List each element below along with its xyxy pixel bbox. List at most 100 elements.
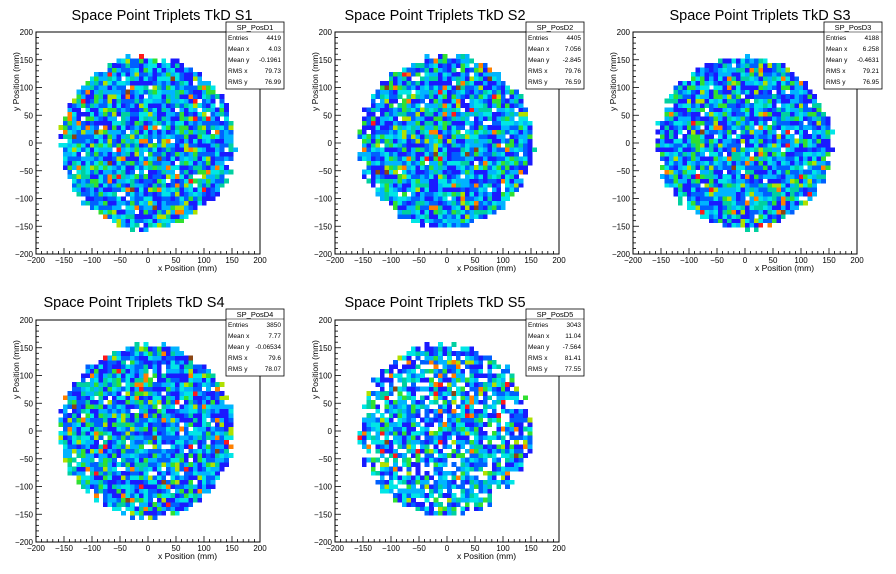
histogram-bin bbox=[143, 222, 149, 228]
histogram-bin bbox=[161, 399, 167, 405]
histogram-bin bbox=[156, 408, 162, 414]
histogram-bin bbox=[411, 80, 416, 86]
histogram-bin bbox=[206, 134, 212, 139]
histogram-bin bbox=[80, 475, 86, 481]
histogram-bin bbox=[139, 399, 144, 405]
x-tick-label: 0 bbox=[146, 256, 151, 265]
histogram-bin bbox=[143, 373, 149, 379]
histogram-bin bbox=[464, 187, 470, 193]
histogram-bin bbox=[691, 76, 697, 82]
histogram-bin bbox=[121, 431, 126, 436]
histogram-bin bbox=[682, 111, 688, 117]
histogram-bin bbox=[112, 462, 117, 467]
histogram-bin bbox=[745, 191, 750, 197]
histogram-bin bbox=[98, 404, 104, 410]
histogram-bin bbox=[762, 89, 768, 95]
histogram-bin bbox=[433, 205, 439, 210]
histogram-bin bbox=[183, 453, 189, 458]
histogram-bin bbox=[170, 107, 176, 113]
histogram-bin bbox=[188, 408, 194, 414]
histogram-bin bbox=[473, 85, 479, 91]
histogram-bin bbox=[393, 156, 399, 162]
histogram-bin bbox=[161, 222, 167, 228]
histogram-bin bbox=[713, 205, 719, 210]
histogram-bin bbox=[125, 484, 131, 490]
histogram-bin bbox=[170, 413, 176, 418]
histogram-bin bbox=[794, 160, 800, 166]
histogram-bin bbox=[771, 147, 777, 153]
histogram-bin bbox=[682, 191, 688, 197]
histogram-bin bbox=[433, 125, 439, 130]
histogram-bin bbox=[433, 222, 439, 228]
histogram-bin bbox=[776, 94, 782, 99]
histogram-bin bbox=[523, 111, 528, 117]
histogram-bin bbox=[206, 431, 212, 436]
histogram-bin bbox=[170, 444, 176, 450]
histogram-bin bbox=[121, 368, 126, 374]
histogram-bin bbox=[148, 67, 153, 73]
histogram-bin bbox=[143, 399, 149, 405]
histogram-bin bbox=[767, 111, 773, 117]
histogram-bin bbox=[388, 187, 394, 193]
histogram-bin bbox=[780, 169, 786, 175]
histogram-bin bbox=[455, 107, 461, 113]
histogram-bin bbox=[156, 382, 162, 387]
histogram-bin bbox=[393, 125, 399, 130]
histogram-bin bbox=[89, 479, 95, 485]
histogram-bin bbox=[183, 355, 189, 361]
histogram-bin bbox=[94, 116, 100, 122]
histogram-bin bbox=[709, 63, 714, 68]
histogram-bin bbox=[188, 138, 194, 144]
histogram-bin bbox=[130, 395, 135, 401]
histogram-bin bbox=[58, 408, 64, 414]
histogram-bin bbox=[415, 178, 421, 184]
histogram-bin bbox=[455, 147, 461, 153]
histogram-bin bbox=[491, 129, 497, 135]
histogram-bin bbox=[402, 143, 407, 148]
histogram-bin bbox=[71, 422, 77, 427]
histogram-bin bbox=[767, 160, 773, 166]
histogram-bin bbox=[174, 182, 180, 188]
y-tick-label: −150 bbox=[15, 222, 34, 231]
histogram-bin bbox=[429, 222, 434, 228]
histogram-bin bbox=[393, 187, 399, 193]
histogram-bin bbox=[71, 391, 77, 396]
histogram-bin bbox=[85, 156, 91, 162]
histogram-bin bbox=[767, 85, 773, 91]
histogram-bin bbox=[130, 196, 135, 202]
histogram-bin bbox=[134, 222, 140, 228]
histogram-bin bbox=[731, 182, 737, 188]
histogram-bin bbox=[161, 98, 167, 104]
histogram-bin bbox=[130, 214, 135, 219]
histogram-bin bbox=[139, 187, 144, 193]
histogram-bin bbox=[107, 98, 113, 104]
histogram-bin bbox=[447, 129, 452, 135]
histogram-bin bbox=[767, 103, 773, 108]
histogram-bin bbox=[731, 107, 737, 113]
histogram-bin bbox=[107, 160, 113, 166]
histogram-bin bbox=[116, 408, 122, 414]
histogram-bin bbox=[451, 214, 457, 219]
histogram-bin bbox=[384, 151, 390, 157]
histogram-bin bbox=[496, 98, 502, 104]
histogram-bin bbox=[103, 156, 108, 162]
histogram-bin bbox=[455, 120, 461, 126]
histogram-bin bbox=[411, 85, 416, 91]
histogram-bin bbox=[85, 435, 91, 441]
histogram-bin bbox=[442, 196, 448, 202]
histogram-bin bbox=[94, 466, 100, 472]
histogram-bin bbox=[464, 89, 470, 95]
histogram-bin bbox=[107, 439, 113, 445]
histogram-bin bbox=[691, 191, 697, 197]
histogram-bin bbox=[442, 147, 448, 153]
histogram-bin bbox=[460, 134, 466, 139]
histogram-bin bbox=[776, 151, 782, 157]
histogram-bin bbox=[76, 386, 82, 392]
histogram-bin bbox=[94, 439, 100, 445]
histogram-bin bbox=[691, 178, 697, 184]
histogram-bin bbox=[197, 368, 203, 374]
histogram-bin bbox=[798, 98, 804, 104]
histogram-bin bbox=[429, 116, 434, 122]
histogram-bin bbox=[179, 94, 185, 99]
histogram-bin bbox=[224, 116, 229, 122]
